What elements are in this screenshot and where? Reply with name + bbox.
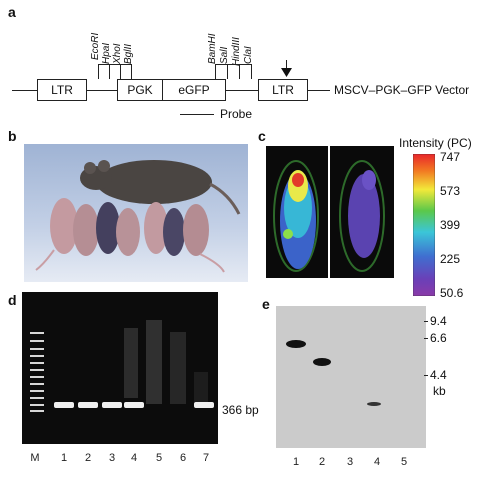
- site-bracket: [215, 64, 252, 65]
- panel-c-letter: c: [258, 128, 266, 144]
- egfp-label: eGFP: [178, 83, 210, 97]
- egfp-box: eGFP: [162, 79, 226, 101]
- scale-tick-747: 747: [440, 150, 461, 164]
- scale-tick-225: 225: [440, 252, 461, 266]
- pgk-box: PGK: [117, 79, 163, 101]
- site-tick: [120, 64, 121, 79]
- scale-tick-573: 573: [440, 184, 461, 198]
- site-tick: [109, 64, 110, 79]
- site-bracket: [98, 64, 132, 65]
- gel-lane-label: 2: [84, 452, 92, 464]
- ltr-left-box: LTR: [37, 79, 87, 101]
- blot-lane-label: 5: [400, 456, 408, 468]
- southern-blot: [276, 306, 426, 448]
- panel-e-letter: e: [262, 296, 270, 312]
- gel-lane-label: M: [30, 452, 40, 464]
- site-bamhi: BamHI: [207, 33, 218, 64]
- size-marker-4-4: 4.4: [430, 368, 447, 382]
- site-bglii: BglII: [123, 43, 134, 64]
- gel-lane-label: 1: [60, 452, 68, 464]
- probe-line: [180, 114, 214, 115]
- gel-lane-label: 5: [155, 452, 163, 464]
- panel-d-letter: d: [8, 292, 17, 308]
- site-tick: [239, 64, 240, 79]
- bioluminescence-image: [266, 146, 394, 278]
- arrow-shaft: [286, 60, 287, 70]
- intensity-color-scale: [413, 154, 435, 296]
- site-clai: ClaI: [243, 46, 254, 64]
- size-unit-kb: kb: [433, 384, 446, 398]
- scale-title: Intensity (PC): [399, 136, 472, 150]
- site-tick: [131, 64, 132, 79]
- site-hpai: HpaI: [101, 42, 112, 64]
- scale-tick-50-6: 50.6: [440, 286, 464, 300]
- site-tick: [215, 64, 216, 79]
- site-tick: [227, 64, 228, 79]
- down-arrow-icon: [281, 68, 292, 77]
- gel-lane-label: 4: [130, 452, 138, 464]
- site-tick: [98, 64, 99, 79]
- ltr-left-label: LTR: [51, 83, 73, 97]
- blot-lane-label: 2: [318, 456, 326, 468]
- site-hindiii: HindIII: [231, 37, 242, 66]
- site-xhoi: XhoI: [112, 43, 123, 64]
- blot-lane-label: 1: [292, 456, 300, 468]
- gel-lane-label: 6: [179, 452, 187, 464]
- pcr-gel: [22, 292, 218, 444]
- size-tick: [424, 338, 428, 339]
- blot-lane-label: 3: [346, 456, 354, 468]
- panel-a-letter: a: [8, 4, 16, 20]
- size-tick: [424, 375, 428, 376]
- gel-lane-label: 7: [202, 452, 210, 464]
- mice-photo: [24, 144, 248, 282]
- site-tick: [251, 64, 252, 79]
- gel-lane-label: 3: [108, 452, 116, 464]
- scale-tick-399: 399: [440, 218, 461, 232]
- vector-name: MSCV–PGK–GFP Vector: [334, 83, 470, 97]
- pgk-label: PGK: [127, 83, 153, 97]
- size-marker-6-6: 6.6: [430, 331, 447, 345]
- ltr-right-box: LTR: [258, 79, 308, 101]
- size-marker-9-4: 9.4: [430, 314, 447, 328]
- probe-label: Probe: [220, 107, 253, 121]
- band-label: 366 bp: [222, 403, 259, 417]
- panel-b-letter: b: [8, 128, 17, 144]
- size-tick: [424, 321, 428, 322]
- blot-lane-label: 4: [373, 456, 381, 468]
- site-sali: SalI: [219, 46, 230, 64]
- ltr-right-label: LTR: [272, 83, 294, 97]
- site-ecori: EcoRI: [90, 32, 101, 60]
